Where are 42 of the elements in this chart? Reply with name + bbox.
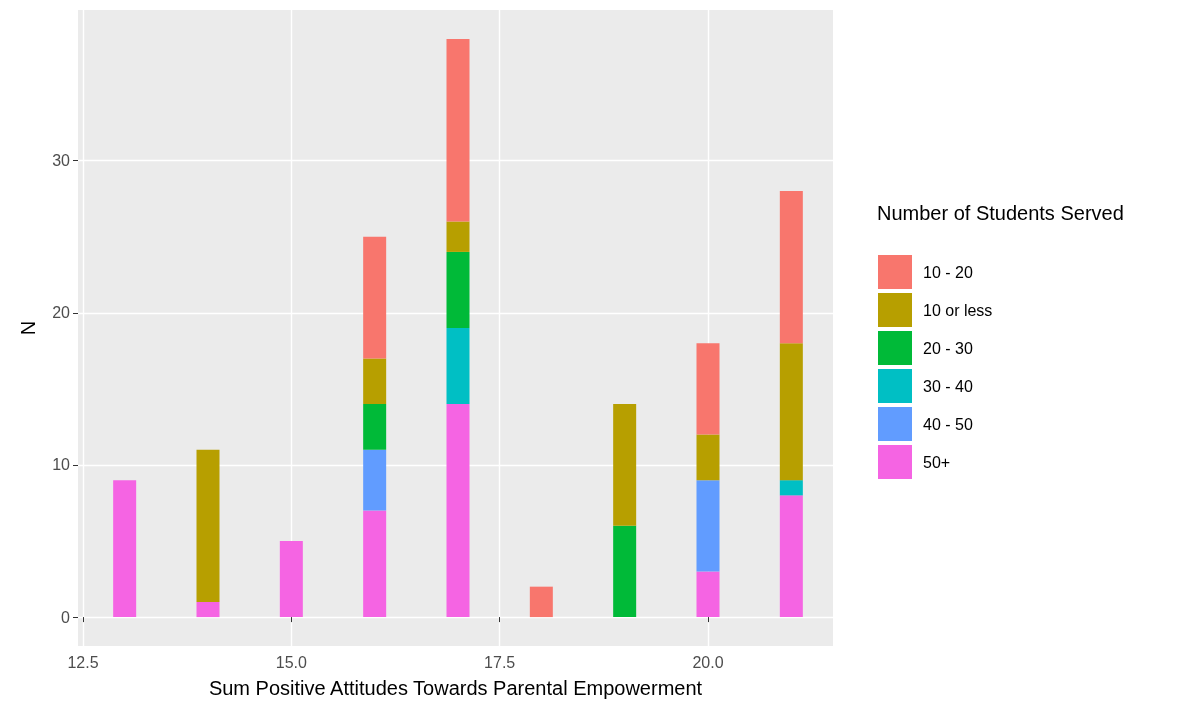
bar (696, 434, 720, 481)
legend-title: Number of Students Served (877, 202, 1124, 224)
bar (363, 236, 387, 359)
bar (696, 480, 720, 572)
legend-label: 30 - 40 (923, 377, 973, 395)
bar (363, 358, 387, 405)
x-tick-label: 12.5 (67, 653, 99, 671)
y-tick-label: 10 (52, 456, 71, 474)
bar (696, 343, 720, 435)
legend-label: 10 - 20 (923, 263, 973, 281)
x-tick-label: 17.5 (484, 653, 516, 671)
bar (196, 449, 220, 602)
bar (779, 343, 803, 481)
legend-label: 50+ (923, 453, 951, 471)
bar (363, 510, 387, 618)
bar (779, 480, 803, 496)
bar (613, 404, 637, 526)
bar (363, 449, 387, 511)
y-tick-label: 0 (61, 608, 71, 626)
legend-label: 20 - 30 (923, 339, 973, 357)
bar (613, 525, 637, 618)
bar (113, 480, 137, 618)
bar (779, 191, 803, 344)
y-tick-label: 30 (52, 152, 71, 170)
bar (279, 541, 303, 618)
bar (446, 328, 470, 405)
x-axis-title: Sum Positive Attitudes Towards Parental Empowerment (208, 677, 703, 699)
bar (696, 571, 720, 618)
x-tick-label: 20.0 (692, 653, 724, 671)
y-tick-label: 20 (52, 304, 71, 322)
bar (196, 601, 220, 618)
bar (779, 495, 803, 618)
bar (529, 586, 553, 618)
bar (446, 251, 470, 328)
x-tick-label: 15.0 (275, 653, 308, 671)
bar (446, 38, 470, 222)
bar (363, 404, 387, 450)
bar (446, 221, 470, 252)
legend-label: 40 - 50 (923, 415, 973, 433)
y-axis-title: N (17, 320, 39, 336)
legend-label: 10 or less (923, 301, 993, 319)
bar (446, 404, 470, 618)
